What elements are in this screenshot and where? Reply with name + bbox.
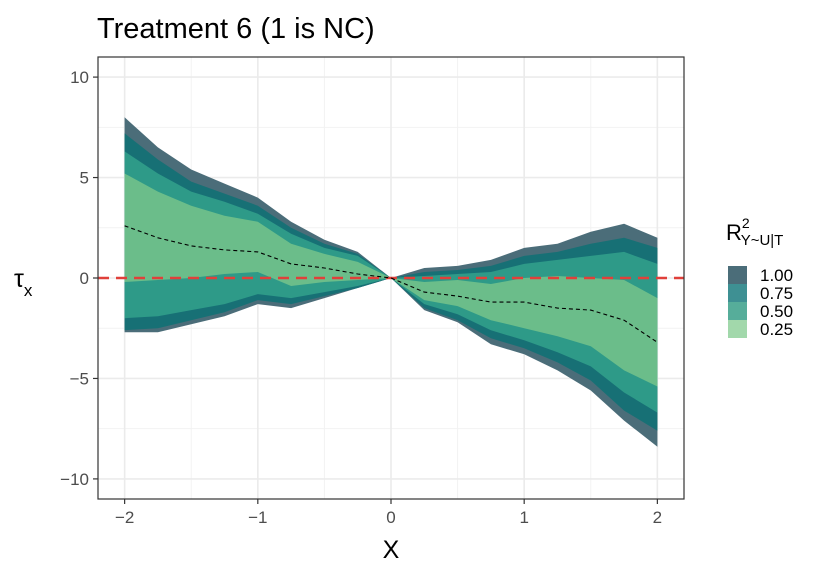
y-tick-label: −5	[70, 369, 89, 388]
legend-label: 0.25	[760, 320, 793, 339]
legend-swatch	[728, 302, 747, 320]
y-axis-title: τx	[14, 265, 33, 300]
legend-swatch	[728, 284, 747, 302]
legend-label: 0.75	[760, 284, 793, 303]
legend-title-symbol: R	[726, 220, 742, 245]
y-tick-label: 5	[80, 169, 89, 188]
y-tick-label: 10	[70, 68, 89, 87]
y-axis-title-symbol: τ	[14, 265, 24, 293]
band-0.25	[124, 173, 658, 387]
x-tick-label: 0	[386, 508, 395, 527]
legend-title-superscript: 2	[742, 215, 750, 231]
lines	[98, 225, 684, 343]
x-axis: −2 −1 0 1 2	[115, 499, 662, 527]
legend-label: 1.00	[760, 266, 793, 285]
estimate-line	[124, 225, 658, 343]
legend-swatch	[728, 320, 747, 338]
x-tick-label: 2	[653, 508, 662, 527]
legend: R2 Y~U|T 1.000.750.500.25	[726, 215, 793, 339]
x-tick-label: −2	[115, 508, 134, 527]
legend-label: 0.50	[760, 302, 793, 321]
legend-title-subscript: Y~U|T	[741, 232, 784, 249]
legend-title: R2 Y~U|T	[726, 215, 783, 249]
x-tick-label: 1	[519, 508, 528, 527]
bands	[124, 117, 658, 447]
legend-swatch	[728, 266, 747, 284]
x-axis-title: X	[383, 536, 400, 564]
y-tick-label: −10	[60, 470, 89, 489]
band-0.75	[124, 133, 658, 431]
y-tick-label: 0	[80, 269, 89, 288]
band-0.50	[124, 151, 658, 413]
legend-entries: 1.000.750.500.25	[728, 266, 793, 339]
band-1.00	[124, 117, 658, 447]
x-tick-label: −1	[248, 508, 267, 527]
y-axis-title-subscript: x	[24, 281, 33, 300]
y-axis: −10 −5 0 5 10	[60, 68, 98, 489]
chart-title: Treatment 6 (1 is NC)	[97, 13, 375, 45]
